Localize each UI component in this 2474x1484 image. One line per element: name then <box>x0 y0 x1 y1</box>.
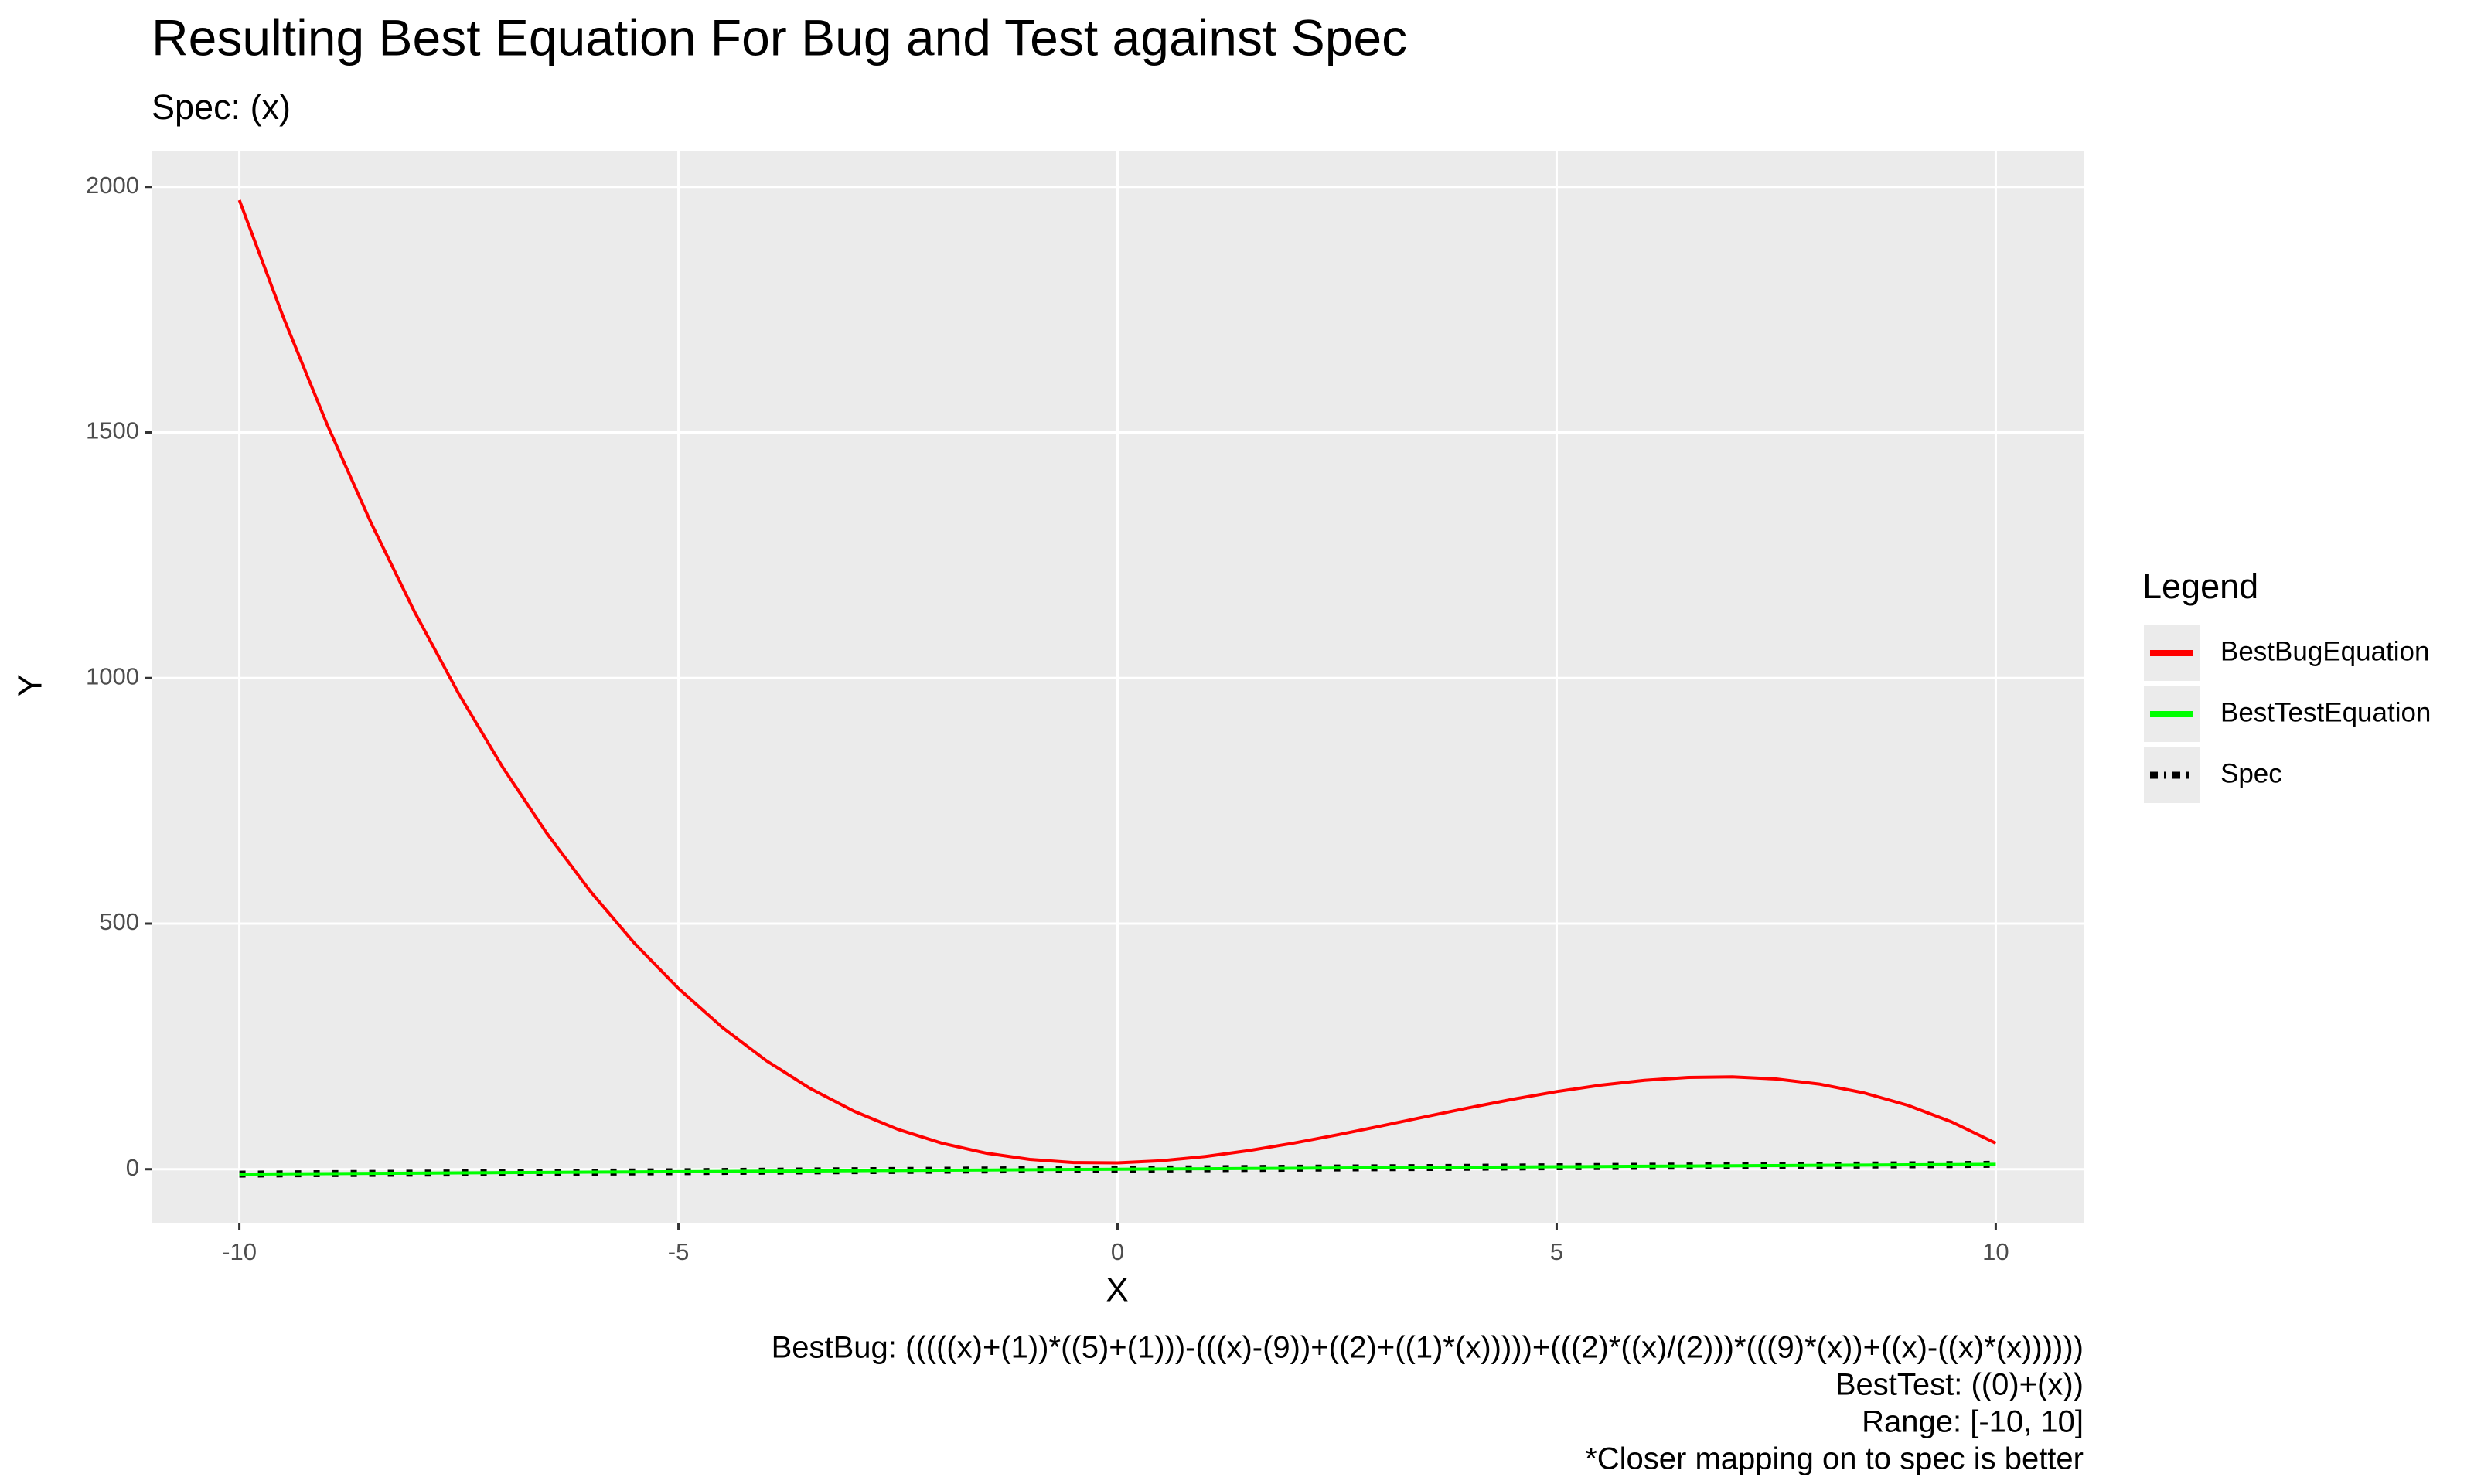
chart-title: Resulting Best Equation For Bug and Test… <box>152 9 1407 66</box>
y-tick-label: 500 <box>99 908 139 935</box>
legend-label: BestTestEquation <box>2220 697 2431 727</box>
series-line <box>239 1162 1996 1176</box>
legend-title: Legend <box>2142 567 2258 606</box>
legend-label: BestBugEquation <box>2220 636 2429 666</box>
x-tick-label: 5 <box>1550 1238 1563 1265</box>
x-tick-label: -10 <box>222 1238 257 1265</box>
caption-line: BestTest: ((0)+(x)) <box>1835 1368 2084 1402</box>
y-axis-title: Y <box>12 674 49 696</box>
x-tick-label: 0 <box>1111 1238 1124 1265</box>
legend-label: Spec <box>2220 758 2282 788</box>
chart-subtitle: Spec: (x) <box>152 87 291 127</box>
y-tick-label: 1000 <box>86 662 139 689</box>
y-tick-label: 0 <box>126 1154 139 1181</box>
series-line <box>237 199 1997 1165</box>
y-tick-label: 1500 <box>86 417 139 444</box>
caption-line: Range: [-10, 10] <box>1862 1405 2084 1439</box>
y-tick-label: 2000 <box>86 172 139 199</box>
caption-line: *Closer mapping on to spec is better <box>1585 1442 2084 1476</box>
x-tick-label: -5 <box>668 1238 690 1265</box>
caption-line: BestBug: (((((x)+(1))*((5)+(1)))-(((x)-(… <box>772 1331 2084 1365</box>
x-axis-title: X <box>1106 1271 1128 1309</box>
x-tick-label: 10 <box>1982 1238 2009 1265</box>
